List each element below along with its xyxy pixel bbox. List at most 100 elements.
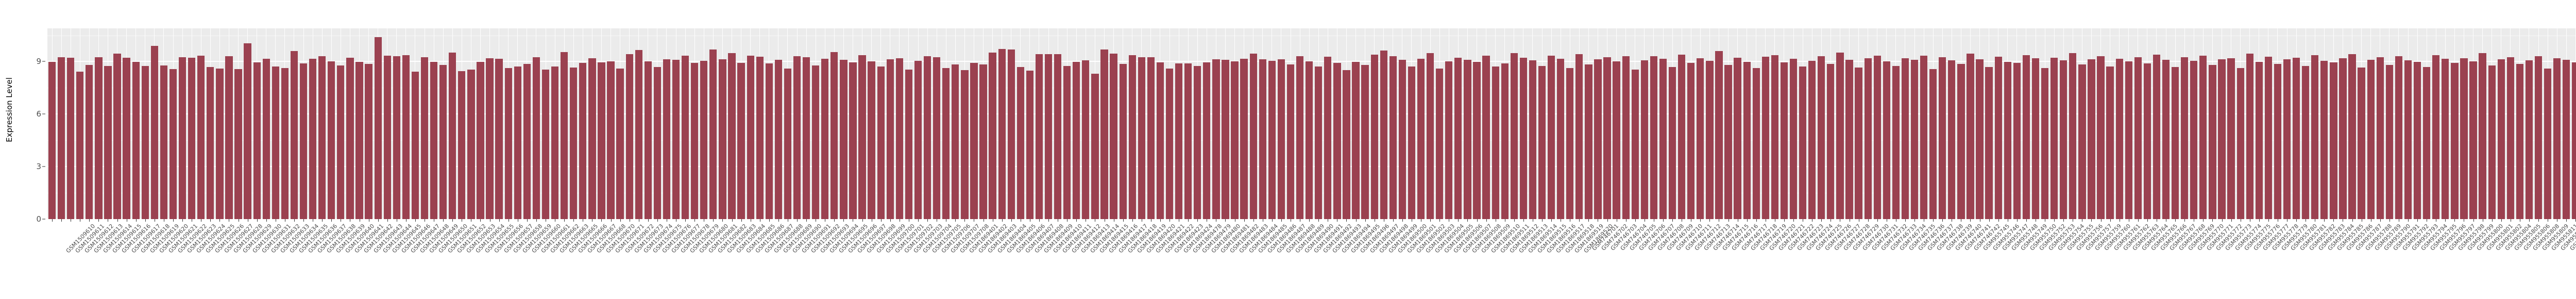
bar	[2246, 53, 2253, 219]
bar	[588, 58, 596, 219]
bar	[207, 67, 214, 219]
bar	[914, 61, 922, 219]
bar	[1622, 56, 1630, 219]
bar	[616, 69, 624, 219]
bar	[1398, 60, 1406, 219]
bar	[1296, 56, 1304, 219]
bar	[877, 66, 885, 219]
bar	[2302, 66, 2310, 219]
bar	[160, 65, 168, 219]
bar	[2506, 57, 2514, 219]
bar	[1780, 62, 1788, 219]
bar	[1827, 63, 1835, 219]
bar	[272, 67, 279, 219]
bar	[458, 71, 466, 219]
bar	[2106, 67, 2114, 219]
bar	[1203, 62, 1211, 219]
x-axis-tickmark	[173, 219, 174, 222]
bar	[2358, 68, 2365, 219]
x-axis-tickmark	[741, 219, 742, 222]
x-axis-tickmark	[2492, 219, 2493, 222]
x-axis-tickmark	[1635, 219, 1636, 222]
bar	[1277, 59, 1285, 219]
bar	[1910, 60, 1919, 219]
bar	[2404, 60, 2412, 219]
bar	[365, 64, 372, 219]
bar	[2078, 64, 2086, 219]
bar	[1575, 54, 1583, 219]
bar	[2190, 60, 2198, 219]
x-axis-tickmark	[834, 219, 835, 222]
bar	[374, 37, 382, 219]
x-axis-tickmark	[2501, 219, 2502, 222]
bar	[2088, 59, 2095, 219]
bar	[952, 64, 959, 219]
bar	[1901, 58, 1909, 219]
x-axis-tickmark	[2203, 219, 2204, 222]
bar	[132, 62, 140, 219]
bar	[1091, 73, 1099, 219]
bar	[1417, 59, 1425, 219]
x-axis-tickmark	[1002, 219, 1003, 222]
x-axis-tickmark	[2016, 219, 2018, 222]
x-axis-tickmark	[1160, 219, 1161, 222]
bar	[2218, 59, 2226, 219]
x-axis-tickmark	[694, 219, 696, 222]
x-axis-tickmark	[573, 219, 574, 222]
x-axis-tickmark	[1132, 219, 1133, 222]
bar	[1035, 54, 1043, 219]
x-axis-tickmark	[145, 219, 146, 222]
bar	[430, 61, 438, 219]
bar	[1240, 59, 1248, 219]
bar	[1445, 61, 1453, 219]
bar	[48, 61, 56, 219]
bar	[784, 68, 792, 219]
bar	[355, 61, 363, 219]
bar	[1026, 71, 1034, 219]
bar	[2041, 68, 2049, 219]
x-axis-tickmark	[1989, 219, 1990, 222]
bar	[2460, 58, 2468, 219]
x-axis-tickmark	[2333, 219, 2334, 222]
x-axis-tickmark	[1318, 219, 1319, 222]
bar	[1501, 63, 1509, 219]
x-axis-tickmark	[1048, 219, 1049, 222]
x-axis-tickmark	[722, 219, 723, 222]
bar	[2330, 62, 2337, 219]
bar	[1650, 56, 1658, 219]
bar	[1585, 64, 1592, 219]
bar	[234, 69, 242, 219]
bar	[2292, 58, 2300, 219]
bar	[756, 56, 764, 219]
bar	[1436, 69, 1444, 219]
x-axis-tickmark	[1728, 219, 1729, 222]
bar	[849, 62, 857, 219]
x-axis-tickmark	[2380, 219, 2381, 222]
bar	[1873, 55, 1881, 219]
bar	[979, 64, 987, 219]
x-axis-tickmark	[1011, 219, 1012, 222]
bar	[1016, 67, 1024, 219]
bar	[1976, 59, 1984, 219]
bar	[1557, 59, 1565, 219]
bar	[2125, 61, 2132, 219]
bar	[1361, 64, 1369, 219]
bar	[57, 57, 65, 219]
bar	[719, 59, 726, 219]
x-axis-tickmark	[1542, 219, 1543, 222]
bar	[2348, 54, 2356, 219]
bar	[477, 61, 484, 219]
bar	[933, 57, 941, 219]
x-axis-tickmark	[1821, 219, 1822, 222]
y-axis-title: Expression Level	[2, 0, 16, 219]
bar	[942, 68, 950, 219]
bar	[541, 70, 550, 219]
bar	[2553, 58, 2561, 219]
bar	[1659, 59, 1667, 219]
bar	[1864, 58, 1872, 219]
bar	[2488, 65, 2496, 219]
bar	[1380, 51, 1387, 219]
bar	[1370, 54, 1378, 219]
x-axis-tickmark	[2324, 219, 2325, 222]
bar	[1286, 64, 1295, 219]
